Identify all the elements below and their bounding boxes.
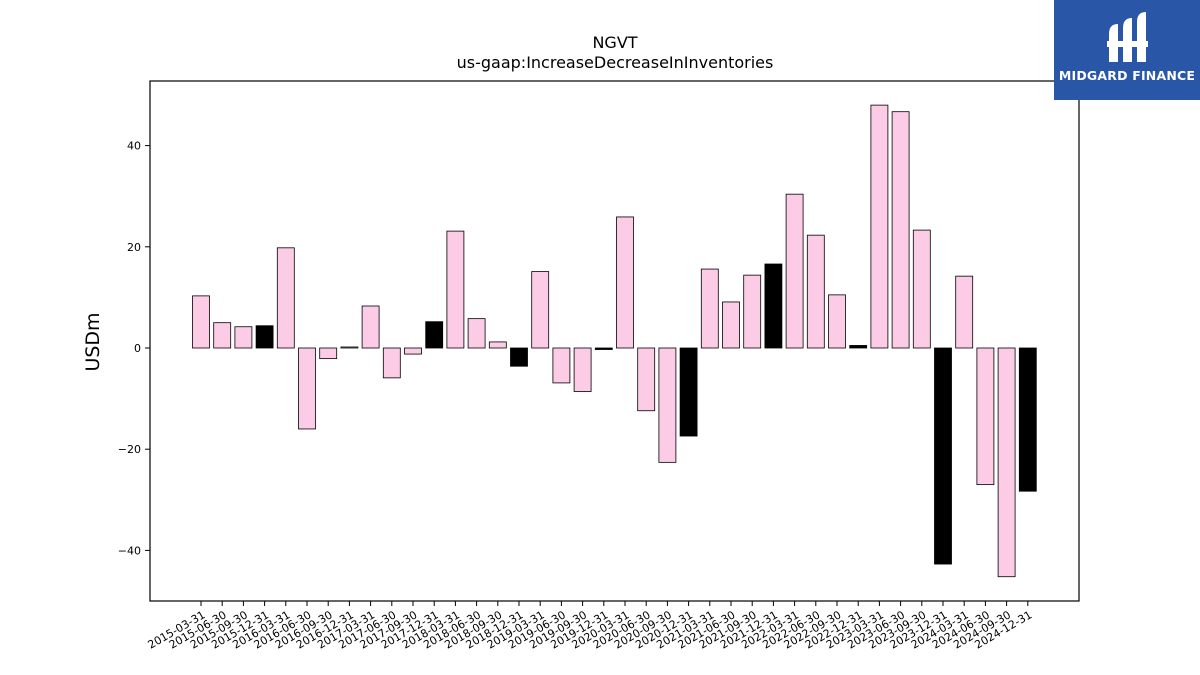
bar-2019-09-30	[573, 347, 592, 392]
bar-2020-06-30	[637, 347, 656, 412]
bar-2023-12-31	[934, 347, 952, 565]
bar-2024-06-30	[976, 347, 995, 486]
bar-2022-12-31	[849, 345, 868, 349]
y-tick-label: 0	[134, 342, 141, 355]
chart-title: NGVT	[592, 33, 637, 52]
bar-2021-03-31	[700, 268, 719, 349]
bar-2017-06-30	[382, 347, 401, 379]
y-tick-label: 20	[127, 241, 141, 254]
bar-2015-09-30	[234, 326, 253, 349]
bar-2019-06-30	[552, 347, 571, 384]
bar-2022-03-31	[785, 193, 804, 349]
bar-2024-09-30	[997, 347, 1016, 578]
bar-2023-03-31	[870, 104, 889, 349]
midgard-finance-logo: MIDGARD FINANCE	[1054, 0, 1200, 100]
bar-2022-09-30	[828, 294, 846, 349]
plot-frame	[149, 80, 1080, 602]
bar-2015-06-30	[213, 322, 232, 349]
bar-2024-03-31	[955, 275, 974, 349]
bar-2019-03-31	[531, 271, 550, 349]
y-tick-label: 40	[127, 140, 141, 153]
bar-2021-06-30	[722, 301, 740, 349]
bar-2018-06-30	[467, 318, 486, 349]
bar-2019-12-31	[594, 347, 613, 350]
bar-2018-09-30	[488, 341, 507, 349]
bar-group	[192, 104, 1037, 578]
bar-2017-12-31	[425, 321, 444, 349]
bar-2016-06-30	[298, 347, 316, 430]
chart-subtitle: us-gaap:IncreaseDecreaseInInventories	[457, 53, 774, 72]
bar-2016-03-31	[276, 247, 295, 349]
bar-2023-06-30	[891, 111, 910, 349]
y-tick-label: −20	[118, 443, 141, 456]
bar-2016-09-30	[319, 347, 338, 360]
y-tick-label: −40	[118, 544, 141, 557]
bar-2022-06-30	[806, 234, 825, 349]
bar-2015-03-31	[192, 295, 210, 349]
bar-2021-09-30	[743, 274, 762, 349]
bar-2024-12-31	[1018, 347, 1037, 492]
bar-2023-09-30	[912, 229, 931, 349]
bar-2018-03-31	[446, 230, 465, 349]
bar-2016-12-31	[340, 346, 359, 349]
bar-2018-12-31	[510, 347, 528, 367]
y-axis-ticks: −40 −20 0 20 40	[118, 140, 150, 557]
bar-2021-12-31	[764, 263, 783, 349]
bar-2020-03-31	[616, 216, 634, 349]
bar-2020-12-31	[679, 347, 698, 437]
y-axis-label: USDm	[82, 312, 104, 371]
bar-2017-09-30	[404, 347, 422, 355]
bar-2017-03-31	[361, 305, 380, 349]
logo-text: MIDGARD FINANCE	[1058, 68, 1196, 83]
x-axis-ticks: 2015-03-312015-06-302015-09-302015-12-31…	[146, 601, 1034, 652]
bar-2015-12-31	[255, 325, 274, 349]
logo-mark-icon	[1107, 12, 1148, 62]
bar-2020-09-30	[658, 347, 677, 463]
